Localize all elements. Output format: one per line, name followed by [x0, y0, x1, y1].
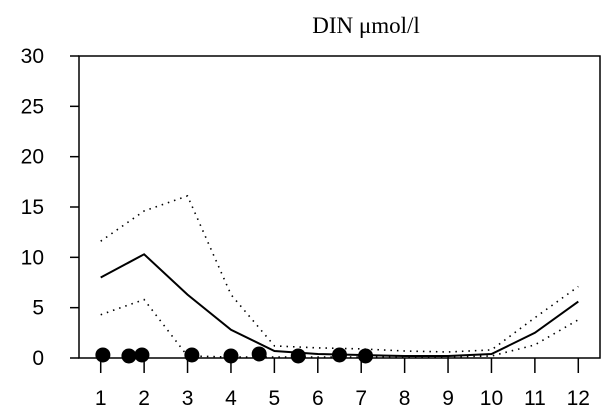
- data-point-marker: [134, 347, 150, 363]
- mean-series-line: [100, 253, 579, 357]
- x-tick-label: 8: [399, 387, 411, 410]
- y-tick-label: 30: [21, 45, 44, 68]
- lower-bound-dotted-line: [100, 298, 579, 358]
- x-tick-label: 11: [524, 387, 546, 410]
- plot-frame: [78, 55, 601, 359]
- data-point-marker: [251, 346, 267, 362]
- y-axis: 0 5 10 15 20 25 30: [21, 45, 79, 370]
- data-point-marker: [358, 348, 374, 364]
- y-tick-label: 0: [32, 347, 44, 370]
- series-layer: [95, 194, 579, 364]
- y-tick-label: 25: [21, 95, 44, 118]
- x-tick-label: 9: [442, 387, 454, 410]
- x-tick-label: 5: [269, 387, 281, 410]
- x-tick-label: 7: [355, 387, 367, 410]
- upper-bound-dotted-line: [100, 194, 579, 353]
- x-axis: 1 2 3 4 5 6 7 8 9 10 11 12: [95, 358, 590, 410]
- x-tick-label: 1: [95, 387, 107, 410]
- y-tick-label: 20: [21, 146, 44, 169]
- chart-title: DIN μmol/l: [312, 13, 420, 38]
- x-tick-label: 12: [567, 387, 590, 410]
- x-tick-label: 2: [138, 387, 150, 410]
- data-point-marker: [290, 348, 306, 364]
- x-tick-label: 3: [182, 387, 194, 410]
- y-tick-label: 5: [32, 297, 44, 320]
- data-point-marker: [121, 348, 137, 364]
- y-tick-label: 10: [21, 246, 44, 269]
- x-tick-label: 6: [312, 387, 324, 410]
- data-point-marker: [184, 347, 200, 363]
- y-tick-label: 15: [21, 196, 44, 219]
- x-tick-label: 4: [225, 387, 237, 410]
- data-point-marker: [332, 347, 347, 363]
- data-point-marker: [95, 347, 111, 363]
- data-point-marker: [223, 348, 239, 364]
- x-tick-label: 10: [480, 387, 503, 410]
